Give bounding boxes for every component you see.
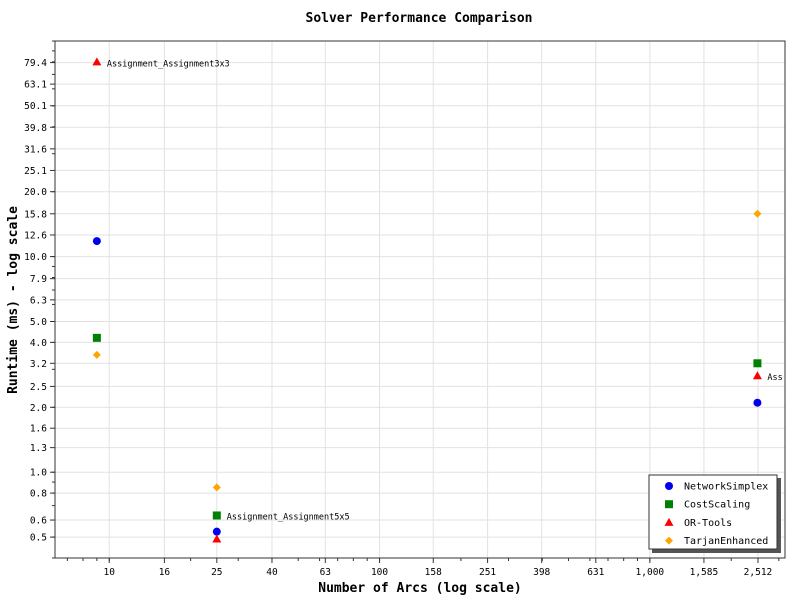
data-point-or-tools xyxy=(92,57,102,66)
y-tick-label: 0.5 xyxy=(30,533,47,544)
x-tick-label: 158 xyxy=(425,567,442,578)
x-tick-label: 2,512 xyxy=(744,567,773,578)
y-tick-label: 50.1 xyxy=(24,101,47,112)
legend-marker-networksimplex xyxy=(665,482,673,490)
x-axis-label: Number of Arcs (log scale) xyxy=(318,581,522,596)
x-axis-ticks: 10 16 25 40 63 100 158 251 398 631 1,000 1,585 2,512 xyxy=(66,558,780,578)
data-points xyxy=(92,57,762,543)
x-tick-label: 398 xyxy=(533,567,550,578)
y-tick-label: 1.6 xyxy=(30,424,47,435)
y-tick-label: 15.8 xyxy=(24,209,47,220)
y-tick-label: 2.5 xyxy=(30,382,47,393)
x-tick-label: 1,585 xyxy=(690,567,719,578)
y-tick-label: 79.4 xyxy=(24,58,47,69)
y-tick-label: 6.3 xyxy=(30,295,47,306)
y-tick-label: 1.0 xyxy=(30,468,47,479)
data-point-costscaling xyxy=(92,333,101,342)
y-tick-label: 5.0 xyxy=(30,317,47,328)
x-tick-label: 63 xyxy=(320,567,331,578)
data-point-costscaling xyxy=(753,359,762,368)
plot-area-frame xyxy=(54,40,786,559)
y-tick-label: 39.8 xyxy=(24,123,47,134)
x-tick-label: 100 xyxy=(371,567,388,578)
x-tick-label: 40 xyxy=(266,567,278,578)
data-point-or-tools xyxy=(752,371,762,380)
y-tick-label: 1.3 xyxy=(30,443,47,454)
x-tick-label: 631 xyxy=(587,567,604,578)
y-tick-label: 0.6 xyxy=(30,516,47,527)
y-tick-label: 3.2 xyxy=(30,359,47,370)
x-tick-label: 10 xyxy=(104,567,116,578)
data-point-costscaling xyxy=(212,511,221,520)
point-annotations: Assignment_Assignment3x3 Assignment_Assig… xyxy=(107,60,783,523)
y-tick-label: 20.0 xyxy=(24,187,47,198)
y-tick-label: 0.8 xyxy=(30,489,47,500)
chart-title: Solver Performance Comparison xyxy=(306,11,533,26)
data-point-or-tools xyxy=(212,534,222,543)
data-point-tarjanenhanced xyxy=(92,350,101,359)
legend-marker-or-tools xyxy=(664,517,674,526)
data-point-networksimplex xyxy=(92,237,101,246)
legend-marker-costscaling xyxy=(665,500,673,509)
y-tick-label: 2.0 xyxy=(30,403,47,414)
x-tick-label: 25 xyxy=(211,567,222,578)
y-tick-label: 25.1 xyxy=(24,166,47,177)
data-point-tarjanenhanced xyxy=(753,209,762,218)
legend-label: CostScaling xyxy=(684,500,750,511)
y-tick-label: 31.6 xyxy=(24,144,47,155)
legend-label: NetworkSimplex xyxy=(684,482,768,493)
data-point-networksimplex xyxy=(212,527,221,536)
data-point-networksimplex xyxy=(753,398,762,407)
point-annotation: Ass xyxy=(767,373,782,383)
y-axis-ticks: 0.5 0.6 0.8 1.0 1.3 1.6 2.0 2.5 3.2 4.0 5.0 6.3 7.9 1… xyxy=(24,40,55,559)
y-axis-label: Runtime (ms) - log scale xyxy=(6,206,21,394)
point-annotation: Assignment_Assignment3x3 xyxy=(107,60,230,70)
legend-label: OR-Tools xyxy=(684,518,732,529)
legend-label: TarjanEnhanced xyxy=(684,536,768,547)
y-tick-label: 10.0 xyxy=(24,252,47,263)
y-tick-label: 4.0 xyxy=(30,338,47,349)
y-tick-label: 12.6 xyxy=(24,230,47,241)
y-tick-label: 7.9 xyxy=(30,274,47,285)
y-tick-label: 63.1 xyxy=(24,80,47,91)
x-tick-label: 1,000 xyxy=(636,567,665,578)
x-tick-label: 16 xyxy=(159,567,171,578)
x-tick-label: 251 xyxy=(479,567,496,578)
legend-marker-tarjanenhanced xyxy=(665,536,673,545)
point-annotation: Assignment_Assignment5x5 xyxy=(227,512,350,522)
data-point-tarjanenhanced xyxy=(212,483,221,492)
chart-legend: NetworkSimplex CostScaling OR-Tools TarjanE… xyxy=(648,474,781,553)
